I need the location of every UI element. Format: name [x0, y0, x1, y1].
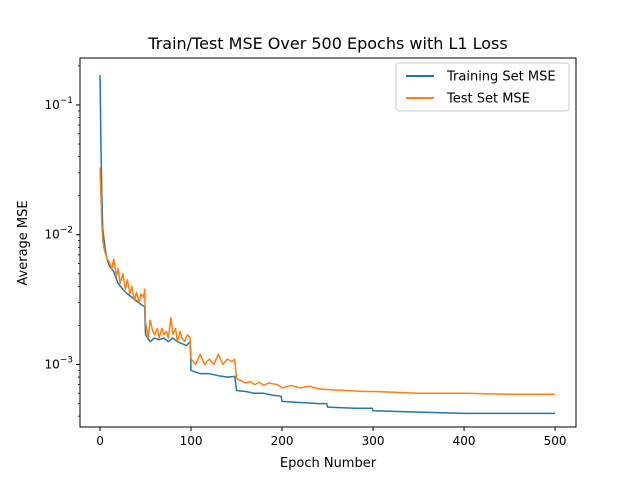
y-axis-label: Average MSE	[16, 200, 31, 285]
x-axis-ticks: 0 100 200 300 400 500	[96, 427, 567, 448]
y-tick-label: 10−2	[44, 226, 73, 242]
legend-label-test: Test Set MSE	[446, 92, 530, 107]
y-tick-label: 10−3	[44, 356, 73, 372]
axes-frame	[79, 57, 577, 428]
legend-label-training: Training Set MSE	[446, 70, 556, 85]
x-tick-label: 0	[96, 434, 104, 448]
x-tick-label: 400	[453, 434, 476, 448]
series-line-test	[99, 167, 556, 395]
x-tick-label: 300	[362, 434, 385, 448]
x-tick-label: 500	[544, 434, 567, 448]
x-tick-label: 200	[271, 434, 294, 448]
x-axis-label: Epoch Number	[280, 456, 377, 471]
series-layer	[99, 75, 556, 415]
legend: Training Set MSE Test Set MSE	[395, 62, 570, 112]
x-tick-label: 100	[180, 434, 203, 448]
y-tick-label: 10−1	[44, 96, 73, 112]
plot-area	[79, 57, 577, 428]
legend-box	[395, 62, 570, 112]
series-line-training	[99, 75, 556, 415]
y-axis-ticks: 10−3 10−2 10−1	[44, 65, 80, 417]
chart-title: Train/Test MSE Over 500 Epochs with L1 L…	[147, 34, 507, 53]
